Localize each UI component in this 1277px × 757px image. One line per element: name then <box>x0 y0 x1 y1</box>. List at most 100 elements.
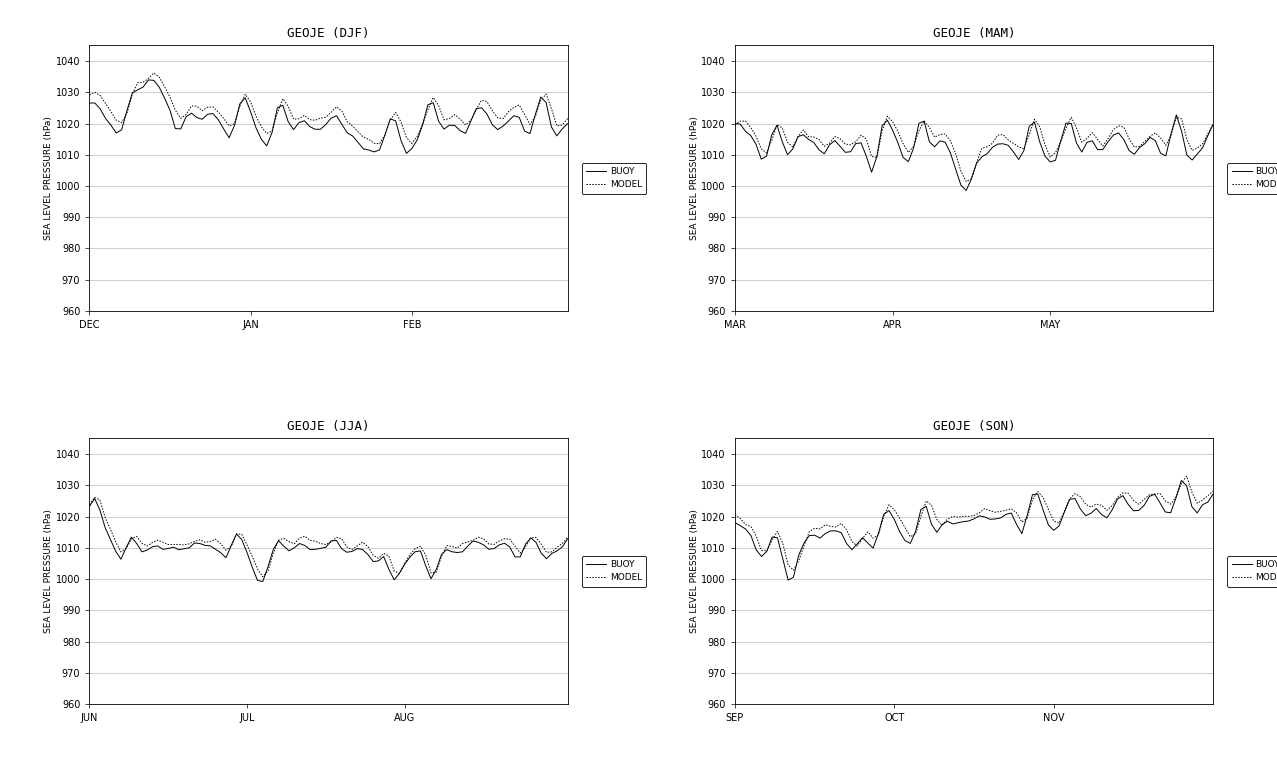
BUOY <box>425 98 441 107</box>
MODEL <box>1111 121 1126 130</box>
BUOY <box>1174 476 1189 485</box>
MODEL <box>471 533 487 542</box>
BUOY <box>1205 120 1221 129</box>
BUOY <box>728 518 743 527</box>
MODEL <box>1137 495 1152 504</box>
Y-axis label: SEA LEVEL PRESSURE (hPa): SEA LEVEL PRESSURE (hPa) <box>43 509 52 633</box>
Title: GEOJE (SON): GEOJE (SON) <box>932 420 1015 433</box>
MODEL <box>790 556 806 565</box>
MODEL <box>1089 135 1105 144</box>
MODEL <box>444 542 460 551</box>
BUOY <box>1131 143 1147 152</box>
BUOY <box>140 76 156 85</box>
BUOY <box>490 125 506 134</box>
Line: BUOY: BUOY <box>736 481 1213 580</box>
MODEL <box>465 536 480 545</box>
Legend: BUOY, MODEL: BUOY, MODEL <box>1227 556 1277 587</box>
Legend: BUOY, MODEL: BUOY, MODEL <box>581 163 646 194</box>
Y-axis label: SEA LEVEL PRESSURE (hPa): SEA LEVEL PRESSURE (hPa) <box>43 117 52 240</box>
BUOY <box>444 547 460 556</box>
BUOY <box>559 534 575 544</box>
Line: BUOY: BUOY <box>736 115 1213 191</box>
BUOY <box>1111 129 1126 138</box>
BUOY <box>1168 111 1184 120</box>
BUOY <box>780 575 796 584</box>
BUOY <box>82 502 97 511</box>
MODEL <box>146 69 161 78</box>
BUOY <box>559 119 575 128</box>
MODEL <box>1116 123 1131 132</box>
MODEL <box>785 565 801 575</box>
Line: MODEL: MODEL <box>89 73 567 144</box>
MODEL <box>844 537 859 546</box>
MODEL <box>1121 134 1137 143</box>
MODEL <box>1009 508 1024 517</box>
BUOY <box>844 545 859 554</box>
BUOY <box>1009 520 1024 529</box>
BUOY <box>959 186 974 195</box>
BUOY <box>465 537 480 546</box>
MODEL <box>501 107 516 117</box>
Line: MODEL: MODEL <box>89 497 567 577</box>
MODEL <box>1138 137 1153 146</box>
BUOY <box>255 577 271 586</box>
MODEL <box>1179 472 1194 481</box>
BUOY <box>1016 146 1032 155</box>
MODEL <box>476 534 492 544</box>
MODEL <box>854 534 870 544</box>
BUOY <box>854 533 870 542</box>
MODEL <box>728 120 743 129</box>
Legend: BUOY, MODEL: BUOY, MODEL <box>581 556 646 587</box>
BUOY <box>398 149 414 158</box>
Title: GEOJE (JJA): GEOJE (JJA) <box>287 420 370 433</box>
MODEL <box>152 73 167 82</box>
BUOY <box>501 117 516 126</box>
BUOY <box>87 494 102 503</box>
MODEL <box>559 533 575 542</box>
MODEL <box>87 493 102 502</box>
Line: BUOY: BUOY <box>89 499 567 581</box>
Y-axis label: SEA LEVEL PRESSURE (hPa): SEA LEVEL PRESSURE (hPa) <box>690 117 699 240</box>
BUOY <box>82 98 97 107</box>
Y-axis label: SEA LEVEL PRESSURE (hPa): SEA LEVEL PRESSURE (hPa) <box>690 509 699 633</box>
Legend: BUOY, MODEL: BUOY, MODEL <box>1227 163 1277 194</box>
BUOY <box>1200 497 1216 506</box>
MODEL <box>1022 130 1037 139</box>
BUOY <box>375 552 391 561</box>
MODEL <box>490 114 506 123</box>
BUOY <box>232 99 248 108</box>
BUOY <box>471 537 487 547</box>
MODEL <box>549 121 564 130</box>
MODEL <box>880 112 895 121</box>
MODEL <box>82 90 97 99</box>
Title: GEOJE (DJF): GEOJE (DJF) <box>287 27 370 40</box>
MODEL <box>255 572 271 581</box>
MODEL <box>492 537 507 546</box>
MODEL <box>1205 120 1221 129</box>
Line: MODEL: MODEL <box>736 117 1213 182</box>
MODEL <box>1200 491 1216 500</box>
BUOY <box>790 550 806 559</box>
BUOY <box>1106 131 1121 140</box>
MODEL <box>372 139 387 148</box>
Line: BUOY: BUOY <box>89 80 567 154</box>
BUOY <box>492 540 507 550</box>
Line: MODEL: MODEL <box>736 476 1213 570</box>
MODEL <box>559 114 575 123</box>
BUOY <box>1205 490 1221 499</box>
MODEL <box>425 93 441 102</box>
Title: GEOJE (MAM): GEOJE (MAM) <box>932 27 1015 40</box>
MODEL <box>82 500 97 509</box>
MODEL <box>232 101 248 111</box>
BUOY <box>728 119 743 128</box>
MODEL <box>728 510 743 519</box>
MODEL <box>1205 487 1221 496</box>
BUOY <box>1084 136 1099 145</box>
BUOY <box>1137 501 1152 510</box>
BUOY <box>549 131 564 140</box>
BUOY <box>1116 135 1131 144</box>
MODEL <box>959 177 974 186</box>
MODEL <box>375 549 391 558</box>
BUOY <box>476 540 492 550</box>
BUOY <box>152 83 167 92</box>
